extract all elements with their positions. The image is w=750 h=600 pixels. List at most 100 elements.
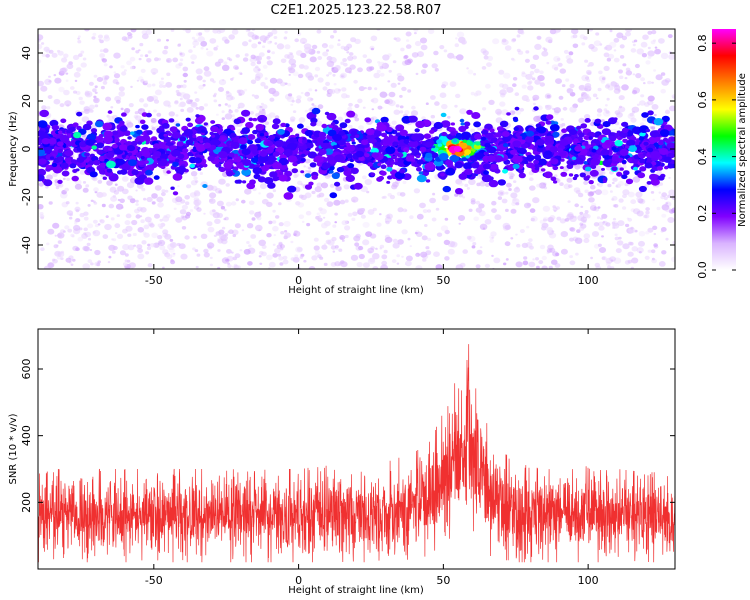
heatmap-cell: [221, 226, 226, 230]
heatmap-cell: [158, 80, 165, 86]
heatmap-cell: [280, 58, 287, 64]
heatmap-cell: [287, 185, 297, 193]
y-tick-label: 400: [20, 425, 33, 446]
heatmap-cell: [115, 99, 121, 104]
heatmap-cell: [651, 104, 659, 110]
heatmap-cell: [365, 231, 373, 238]
heatmap-cell: [57, 130, 63, 135]
heatmap-cell: [568, 184, 573, 189]
heatmap-cell: [611, 147, 617, 151]
heatmap-cell: [124, 253, 129, 257]
heatmap-cell: [397, 158, 403, 163]
heatmap-cell: [301, 139, 308, 144]
heatmap-cell: [546, 248, 553, 253]
heatmap-cell: [528, 261, 536, 268]
heatmap-cell: [377, 105, 383, 110]
heatmap-cell: [328, 44, 334, 49]
heatmap-cell: [580, 216, 588, 223]
heatmap-cell: [655, 74, 663, 81]
heatmap-cell: [627, 251, 634, 257]
heatmap-cell: [157, 235, 163, 240]
heatmap-cell: [74, 206, 81, 212]
heatmap-cell: [254, 94, 260, 99]
heatmap-cell: [156, 157, 162, 162]
heatmap-cell: [601, 235, 604, 238]
heatmap-cell: [302, 41, 306, 44]
heatmap-cell: [594, 165, 602, 172]
heatmap-cell: [292, 71, 299, 77]
heatmap-cell: [425, 179, 431, 183]
heatmap-cell: [78, 96, 83, 101]
heatmap-cell: [326, 49, 329, 52]
heatmap-cell: [476, 174, 482, 180]
heatmap-cell: [289, 116, 296, 122]
heatmap-cell: [432, 192, 436, 196]
heatmap-cell: [444, 256, 450, 261]
heatmap-cell: [616, 171, 623, 177]
heatmap-cell: [210, 132, 220, 140]
heatmap-cell: [112, 238, 117, 242]
heatmap-cell: [593, 222, 600, 227]
heatmap-cell: [269, 40, 273, 44]
heatmap-cell: [423, 133, 431, 139]
heatmap-cell: [671, 94, 675, 99]
heatmap-cell: [474, 168, 482, 175]
heatmap-cell: [438, 153, 449, 161]
heatmap-cell: [569, 237, 574, 242]
heatmap-cell: [392, 60, 397, 64]
heatmap-cell: [304, 173, 312, 179]
heatmap-cell: [331, 67, 339, 73]
heatmap-cell: [269, 97, 275, 102]
heatmap-cell: [670, 256, 675, 263]
heatmap-cell: [414, 31, 417, 35]
heatmap-cell: [247, 31, 255, 38]
heatmap-cell: [241, 148, 251, 156]
heatmap-cell: [496, 126, 504, 132]
heatmap-cell: [119, 125, 128, 132]
heatmap-cell: [541, 50, 549, 57]
heatmap-cell: [324, 111, 330, 116]
heatmap-cell: [634, 86, 637, 89]
heatmap-cell: [296, 95, 302, 100]
heatmap-cell: [539, 244, 546, 250]
heatmap-cell: [590, 158, 601, 166]
heatmap-cell: [115, 232, 118, 235]
heatmap-cell: [596, 108, 603, 113]
heatmap-cell: [107, 261, 111, 264]
heatmap-cell: [541, 255, 547, 261]
heatmap-cell: [203, 66, 210, 72]
heatmap-cell: [147, 263, 153, 268]
heatmap-cell: [591, 148, 597, 153]
heatmap-marks: [38, 29, 675, 269]
heatmap-cell: [158, 241, 163, 245]
heatmap-cell: [295, 50, 303, 56]
heatmap-cell: [150, 118, 157, 123]
heatmap-cell: [603, 65, 610, 71]
heatmap-cell: [151, 125, 154, 128]
heatmap-cell: [492, 38, 500, 45]
heatmap-cell: [494, 168, 501, 174]
heatmap-cell: [82, 263, 90, 269]
heatmap-cell: [40, 216, 44, 220]
heatmap-cell: [224, 113, 233, 120]
heatmap-cell: [183, 79, 187, 83]
heatmap-cell: [350, 254, 359, 261]
heatmap-cell: [458, 173, 468, 180]
heatmap-cell: [334, 221, 338, 224]
heatmap-cell: [503, 262, 507, 266]
heatmap-cell: [109, 186, 117, 193]
heatmap-cell: [374, 142, 381, 147]
heatmap-cell: [86, 139, 95, 146]
heatmap-cell: [638, 230, 646, 237]
heatmap-cell: [645, 60, 651, 65]
heatmap-cell: [579, 222, 584, 226]
heatmap-cell: [97, 260, 101, 264]
heatmap-cell: [481, 66, 487, 70]
heatmap-cell: [441, 103, 448, 110]
heatmap-cell: [347, 212, 353, 217]
heatmap-cell: [512, 116, 519, 121]
heatmap-cell: [103, 130, 114, 138]
heatmap-cell: [631, 90, 638, 95]
heatmap-cell: [238, 137, 248, 145]
